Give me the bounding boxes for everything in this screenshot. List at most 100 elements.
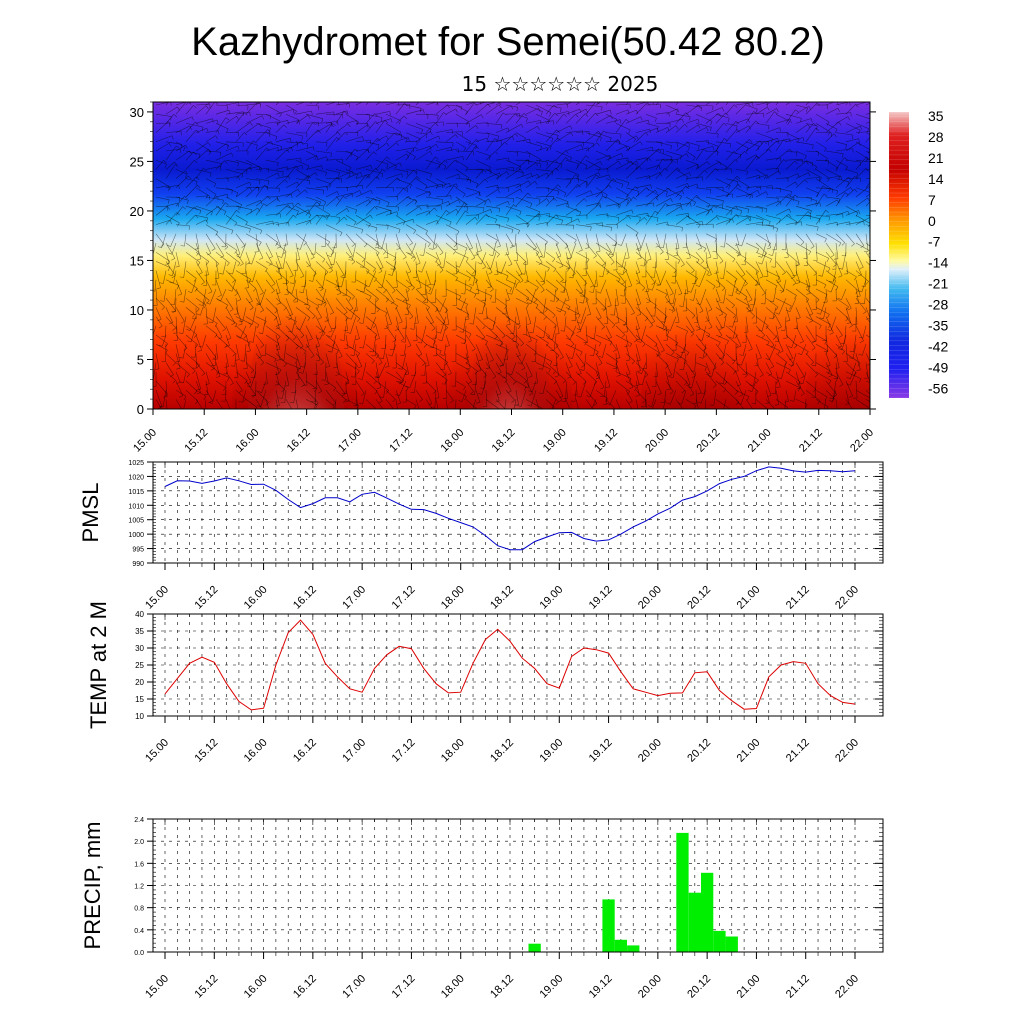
wind-barb xyxy=(665,380,674,392)
wind-barb-flag xyxy=(378,270,383,274)
wind-barb xyxy=(695,307,699,323)
wind-barb xyxy=(465,178,479,185)
wind-barb-flag xyxy=(318,286,323,289)
wind-barb-flag xyxy=(633,196,637,200)
wind-barb-flag xyxy=(837,108,840,112)
wind-barb xyxy=(492,242,497,256)
wind-barb-flag xyxy=(497,136,500,141)
wind-barb xyxy=(385,159,397,167)
wind-barb-flag xyxy=(245,221,248,226)
wind-barb-flag xyxy=(723,381,728,386)
wind-barb-flag xyxy=(502,112,507,116)
wind-barb-flag xyxy=(517,362,522,365)
wind-barb-flag xyxy=(242,399,246,403)
wind-barb xyxy=(675,233,680,249)
wind-barb-flag xyxy=(248,280,253,283)
wind-barb-flag xyxy=(512,198,514,203)
wind-barb xyxy=(172,261,177,276)
wind-barb xyxy=(715,112,726,124)
wind-barb xyxy=(835,192,846,207)
wind-barb xyxy=(391,261,397,276)
wind-barb xyxy=(175,307,185,322)
wind-barb-flag xyxy=(762,222,764,227)
wind-barb xyxy=(745,205,763,209)
wind-barb xyxy=(485,408,487,409)
wind-barb-flag xyxy=(576,328,581,331)
wind-barb-flag xyxy=(305,346,310,348)
wind-barb xyxy=(393,334,397,350)
wind-barb-flag xyxy=(373,198,377,202)
wind-barb-flag xyxy=(194,160,198,164)
wind-barb xyxy=(675,270,677,284)
wind-barb xyxy=(575,399,579,409)
wind-barb-flag xyxy=(850,425,854,426)
wind-barb xyxy=(585,161,601,170)
wind-barb-flag xyxy=(428,403,433,406)
wind-barb-flag xyxy=(874,197,877,200)
wind-barb xyxy=(775,390,780,405)
wind-barb xyxy=(455,150,474,152)
wind-barb-flag xyxy=(585,181,589,185)
wind-barb xyxy=(845,125,861,133)
wind-barb-flag xyxy=(879,343,881,347)
wind-barb xyxy=(635,128,650,133)
wind-barb xyxy=(735,141,749,149)
wind-barb-flag xyxy=(528,390,533,393)
wind-barb xyxy=(365,113,375,124)
wind-barb-flag xyxy=(714,272,719,274)
wind-barb-flag xyxy=(679,305,684,307)
wind-barb xyxy=(205,178,217,184)
wind-barb xyxy=(265,362,282,370)
wind-barb xyxy=(275,109,294,115)
wind-barb-flag xyxy=(538,213,542,217)
wind-barb-flag xyxy=(555,401,559,405)
wind-barb xyxy=(265,172,278,179)
wind-barb xyxy=(765,196,779,199)
wind-barb xyxy=(395,371,405,381)
wind-barb xyxy=(175,169,188,175)
wind-barb-flag xyxy=(351,243,356,247)
wind-barb xyxy=(355,380,365,394)
wind-barb-flag xyxy=(810,118,813,123)
wind-barb-flag xyxy=(310,415,314,416)
wind-barb xyxy=(835,399,838,409)
wind-barb-flag xyxy=(495,219,497,223)
wind-barb xyxy=(365,224,377,229)
wind-barb-flag xyxy=(444,419,448,420)
wind-barb xyxy=(565,218,579,225)
wind-barb-flag xyxy=(625,257,630,259)
wind-barb xyxy=(375,242,387,252)
wind-barb xyxy=(335,380,346,394)
wind-barb-flag xyxy=(536,252,540,256)
wind-barb xyxy=(245,224,262,231)
wind-barb-flag xyxy=(770,138,773,143)
wind-barb xyxy=(663,233,667,248)
x-tick-label: 19.12 xyxy=(592,427,620,455)
wind-barb xyxy=(725,121,737,133)
wind-barb-flag xyxy=(527,340,532,343)
wind-barb xyxy=(715,102,720,106)
wind-barb-flag xyxy=(680,155,682,160)
wind-barb xyxy=(545,104,555,115)
wind-barb-flag xyxy=(728,294,733,297)
wind-barb-flag xyxy=(482,169,487,173)
wind-barb xyxy=(185,389,199,402)
wind-barb xyxy=(492,316,497,330)
wind-barb xyxy=(415,408,417,409)
wind-barb xyxy=(785,102,791,106)
wind-barb-flag xyxy=(506,171,510,176)
wind-barb xyxy=(345,362,360,371)
wind-barb-flag xyxy=(830,254,835,258)
wind-barb-flag xyxy=(375,121,379,125)
wind-barb-flag xyxy=(675,110,678,115)
wind-barb xyxy=(383,344,387,359)
wind-barb xyxy=(275,261,283,279)
wind-barb-flag xyxy=(711,208,714,213)
wind-barb-flag xyxy=(360,393,365,397)
wind-barb xyxy=(245,371,252,383)
wind-barb-flag xyxy=(336,197,340,201)
wind-barb-flag xyxy=(189,150,192,155)
wind-barb xyxy=(515,180,529,189)
wind-barb-flag xyxy=(362,185,364,190)
wind-barb xyxy=(745,316,749,333)
